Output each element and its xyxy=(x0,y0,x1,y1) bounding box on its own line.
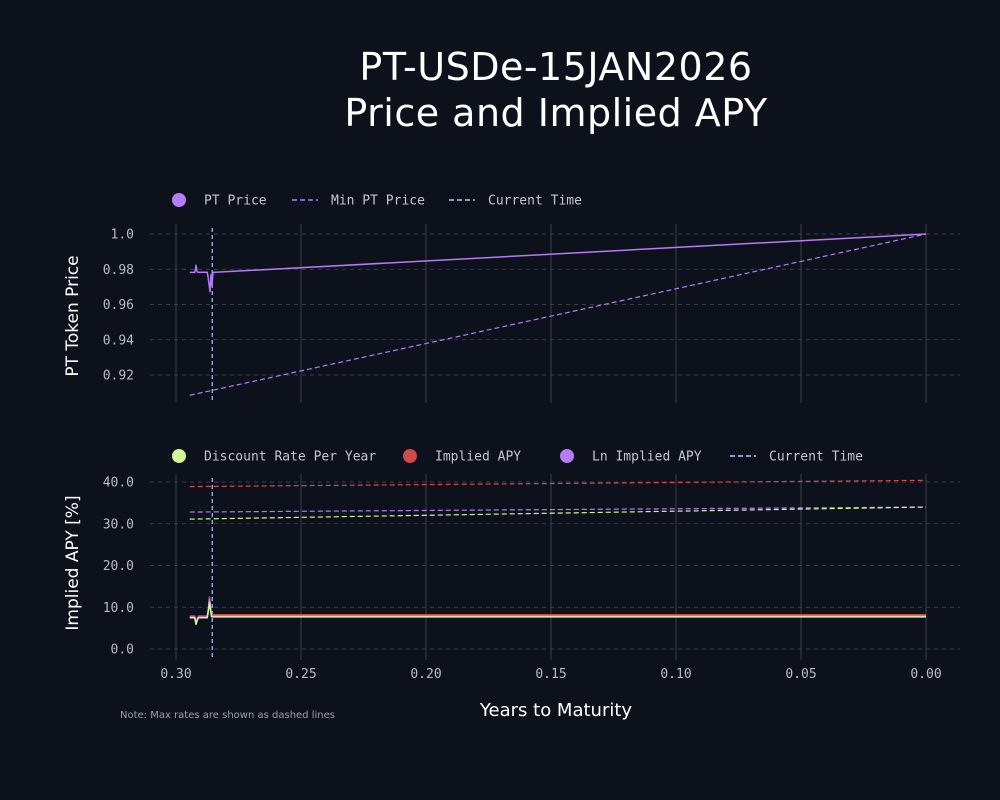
title-line-2: Price and Implied APY xyxy=(344,91,768,135)
legend-label-min-pt-price: Min PT Price xyxy=(331,194,425,209)
shared-x-axis: 0.30 0.25 0.20 0.15 0.10 0.05 0.00 xyxy=(160,667,941,682)
series-line-max-ln-implied-apy xyxy=(189,506,927,513)
series-line-ln-implied-apy xyxy=(189,598,926,624)
x-tick-label: 0.10 xyxy=(660,667,691,682)
x-axis-label: Years to Maturity xyxy=(479,700,632,721)
y-tick-label: 0.98 xyxy=(103,263,134,278)
y-tick-label: 1.0 xyxy=(111,228,134,243)
y-tick-label: 0.94 xyxy=(103,333,134,348)
legend-marker-ln-implied-apy xyxy=(560,449,574,463)
y-tick-label: 40.0 xyxy=(103,476,134,491)
y-axis-label: PT Token Price xyxy=(63,255,83,376)
series-line-max-discount-rate-per-year xyxy=(189,506,927,520)
footnote: Note: Max rates are shown as dashed line… xyxy=(120,710,335,721)
series-line-implied-apy xyxy=(189,596,926,623)
chart-title: PT-USDe-15JAN2026 Price and Implied APY xyxy=(0,44,1000,136)
x-tick-label: 0.05 xyxy=(785,667,816,682)
title-line-1: PT-USDe-15JAN2026 xyxy=(359,45,753,89)
legend-marker-discount-rate-per-year xyxy=(172,449,186,463)
series-line-discount-rate-per-year xyxy=(189,601,926,626)
apy-panel: 0.0 10.0 20.0 30.0 40.0 Implied APY [%] Discou… xyxy=(63,449,960,660)
legend-marker-implied-apy xyxy=(403,449,417,463)
y-tick-label: 0.96 xyxy=(103,298,134,313)
y-tick-label: 10.0 xyxy=(103,601,134,616)
series-line-pt-price xyxy=(189,233,927,293)
series-line-max-implied-apy xyxy=(189,479,927,488)
price-panel: 0.92 0.94 0.96 0.98 1.0 PT Token Price PT Pric… xyxy=(63,193,960,403)
y-tick-label: 20.0 xyxy=(103,559,134,574)
legend-label-discount-rate-per-year: Discount Rate Per Year xyxy=(204,450,376,465)
legend-label-ln-implied-apy: Ln Implied APY xyxy=(592,450,702,465)
x-tick-label: 0.20 xyxy=(410,667,441,682)
y-tick-label: 0.0 xyxy=(111,643,134,658)
y-axis-label: Implied APY [%] xyxy=(63,495,83,630)
series-line-min-pt-price xyxy=(189,233,927,396)
legend-marker-pt-price xyxy=(172,193,186,207)
legend-label-current-time: Current Time xyxy=(488,194,582,209)
x-tick-label: 0.00 xyxy=(910,667,941,682)
x-tick-label: 0.30 xyxy=(160,667,191,682)
x-tick-label: 0.25 xyxy=(285,667,316,682)
legend-label-implied-apy: Implied APY xyxy=(435,450,521,465)
legend-label-pt-price: PT Price xyxy=(204,194,267,209)
y-tick-label: 0.92 xyxy=(103,369,134,384)
x-tick-label: 0.15 xyxy=(535,667,566,682)
legend-label-current-time: Current Time xyxy=(769,450,863,465)
y-tick-label: 30.0 xyxy=(103,517,134,532)
